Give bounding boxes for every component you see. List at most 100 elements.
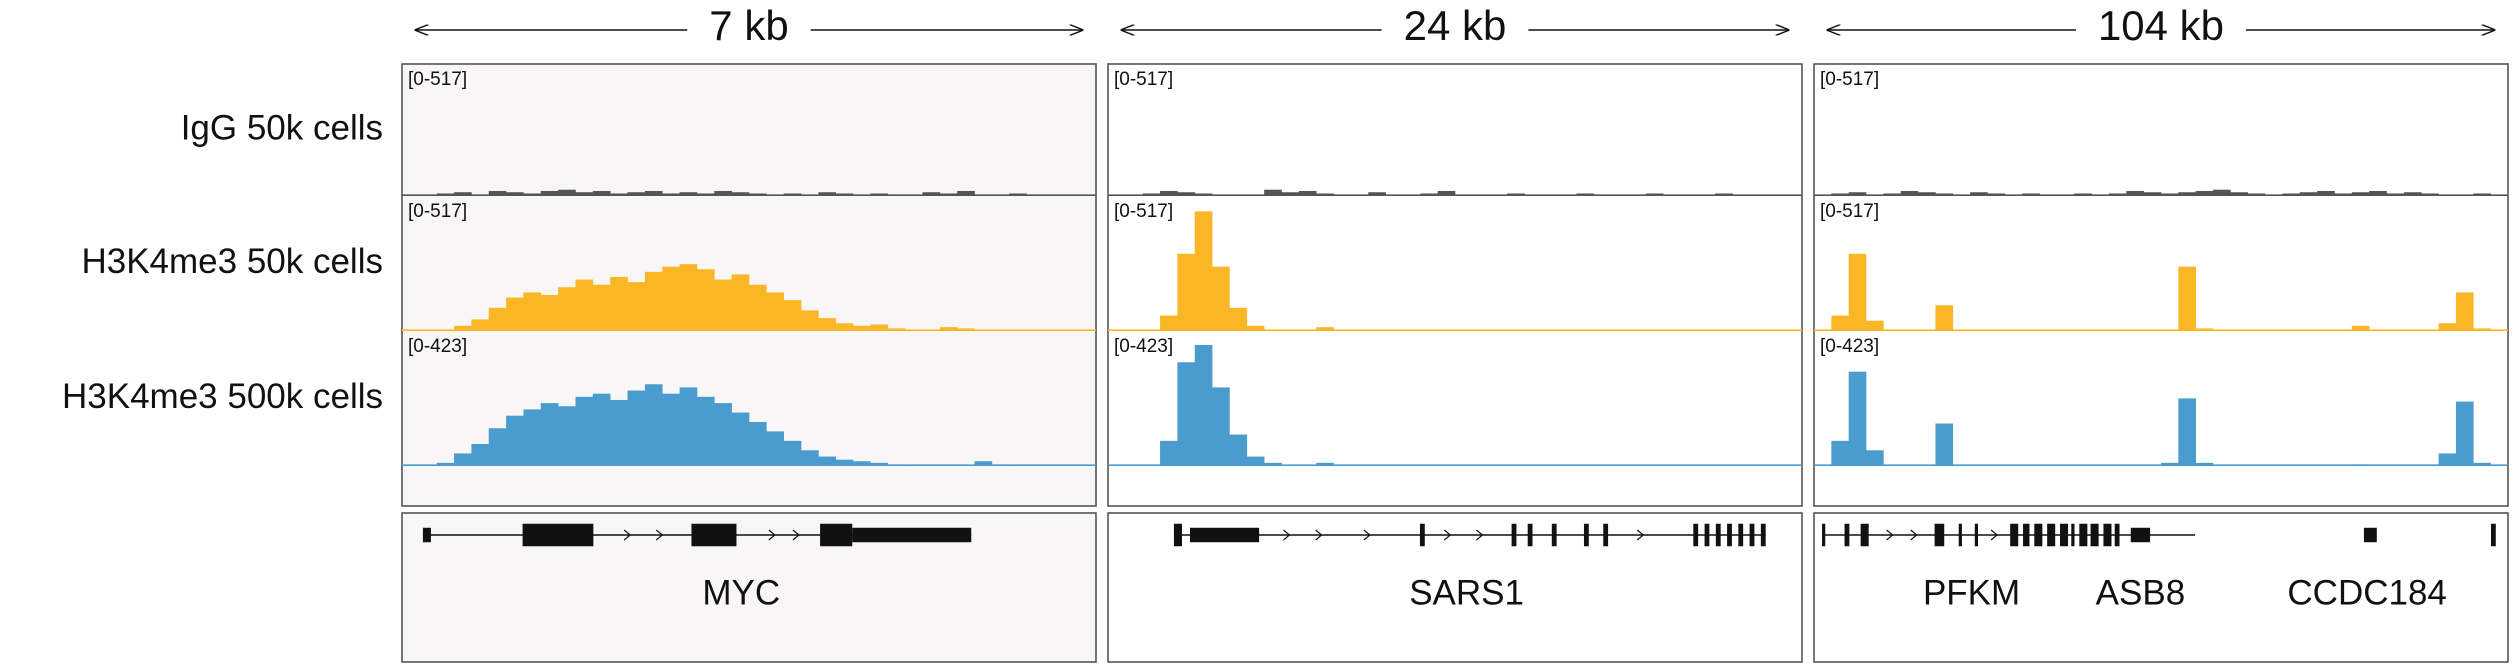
signal-bar (2369, 190, 2387, 196)
signal-bar (922, 192, 941, 196)
signal-bar (592, 393, 611, 466)
signal-bar (1866, 320, 1884, 331)
gene-exon (1934, 523, 1945, 547)
signal-bar (1831, 315, 1849, 331)
strand-arrow (1990, 529, 1999, 541)
signal-bar (1316, 327, 1334, 331)
gene-name: ASB8 (2096, 573, 2186, 612)
signal-bar (1194, 211, 1213, 331)
signal-bar (1177, 253, 1196, 331)
signal-bar (610, 399, 628, 466)
signal-bar (853, 325, 871, 331)
signal-bar (662, 266, 680, 331)
gene-name: MYC (702, 573, 780, 612)
signal-bar (974, 461, 993, 466)
signal-bar (540, 294, 559, 331)
signal-bar (2438, 323, 2457, 331)
signal-bar (1177, 362, 1196, 466)
range-label: [0-517] (1820, 201, 1879, 222)
signal-bar (506, 297, 524, 331)
signal-bar (1177, 192, 1196, 196)
gene-panel (401, 512, 1097, 663)
signal-bar (2299, 192, 2318, 196)
signal-bar (801, 310, 819, 331)
gene-exon (422, 527, 431, 543)
strand-arrow (1886, 529, 1894, 541)
strand-arrow (1283, 529, 1291, 541)
gene-exon (2490, 523, 2496, 547)
gene-exon (2071, 523, 2075, 547)
signal-bar (627, 282, 646, 331)
signal-bar (627, 390, 646, 466)
signal-bar (783, 300, 802, 331)
signal-bar (766, 292, 784, 331)
gene-exon (1760, 523, 1766, 547)
gene-exon (1974, 523, 1979, 547)
gene-name: CCDC184 (2287, 573, 2447, 612)
signal-bar (835, 459, 854, 466)
signal-bar (2126, 190, 2144, 196)
signal-bar (2178, 266, 2196, 331)
strand-arrow (1636, 529, 1645, 541)
signal-bar (627, 192, 646, 196)
gene-exon (852, 527, 972, 543)
range-label: [0-517] (1114, 69, 1173, 90)
range-label: [0-517] (1820, 69, 1879, 90)
gene-exon (2090, 523, 2099, 547)
signal-bar (1900, 190, 1919, 196)
signal-bar (818, 456, 837, 466)
signal-bar (540, 190, 559, 196)
gene-name: PFKM (1923, 573, 2020, 612)
signal-bar (2351, 325, 2370, 331)
signal-bar (2455, 401, 2474, 466)
gene-exon (2047, 523, 2056, 547)
range-label: [0-517] (408, 201, 467, 222)
gene-exon (2114, 523, 2120, 547)
signal-bar (454, 192, 472, 196)
gene-exon (691, 523, 737, 547)
signal-bar (2351, 192, 2370, 196)
signal-bar (592, 190, 611, 196)
gene-exon (820, 523, 853, 547)
signal-bar (1848, 253, 1867, 331)
signal-bar (1229, 434, 1248, 466)
signal-bar (679, 192, 698, 196)
gene-exon (1527, 523, 1533, 547)
track-label: H3K4me3 50k cells (81, 242, 383, 281)
signal-bar (1866, 450, 1884, 466)
signal-bar (2178, 398, 2196, 466)
gene-name: SARS1 (1409, 573, 1524, 612)
signal-bar (714, 190, 732, 196)
signal-bar (488, 307, 507, 331)
gene-exon (1727, 523, 1732, 547)
gene-exon (1693, 523, 1699, 547)
strand-arrow (655, 529, 664, 541)
signal-bar (1298, 190, 1317, 196)
signal-bar (939, 327, 958, 331)
gene-exon (2060, 523, 2069, 547)
gene-exon (1715, 523, 1721, 547)
gene-exon (1749, 523, 1755, 547)
signal-bar (714, 279, 732, 331)
signal-bar (818, 318, 837, 331)
signal-bar (2143, 192, 2162, 196)
signal-bar (644, 190, 663, 196)
gene-exon (522, 523, 594, 547)
region-size: 104 kb (2098, 2, 2224, 49)
signal-bar (592, 284, 611, 331)
signal-bar (1970, 192, 1988, 196)
signal-bar (558, 287, 576, 331)
track-panel (1813, 63, 2509, 507)
signal-bar (454, 453, 472, 466)
strand-arrow (1443, 529, 1452, 541)
gene-exon (1603, 523, 1609, 547)
signal-bar (575, 279, 594, 331)
signal-bar (731, 412, 750, 466)
gene-exon (1173, 523, 1182, 547)
strand-arrow (1315, 529, 1323, 541)
gene-panel (1813, 512, 2509, 663)
signal-bar (644, 271, 663, 331)
gene-exon (1551, 523, 1557, 547)
signal-bar (1848, 371, 1867, 466)
